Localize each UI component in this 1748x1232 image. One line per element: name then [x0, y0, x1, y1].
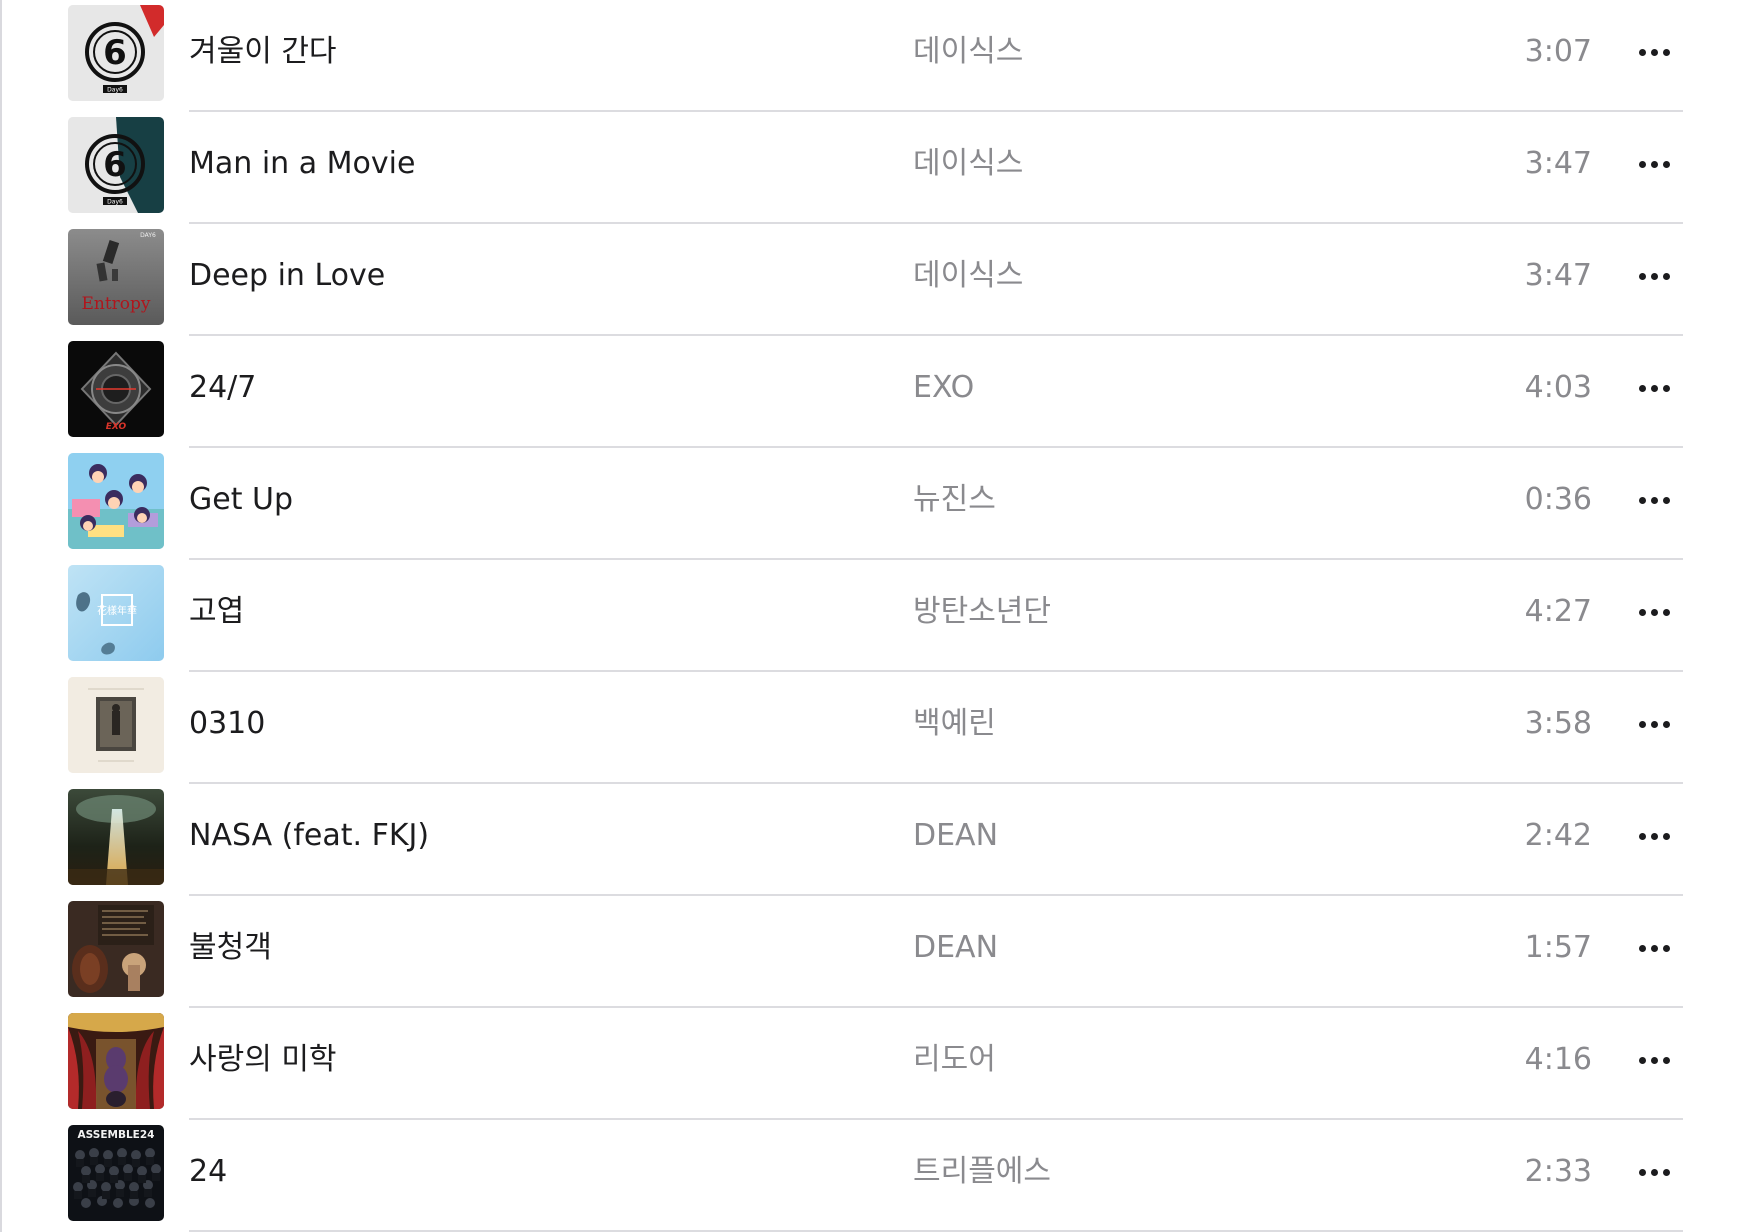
svg-text:Entropy: Entropy	[81, 294, 150, 314]
day6-album-art-icon: 6 Day6	[68, 117, 164, 213]
track-row[interactable]: 6 Day6 Man in a Movie 데이식스 3:47	[0, 112, 1748, 224]
ellipsis-icon[interactable]	[1632, 148, 1676, 180]
row-divider	[189, 670, 1683, 672]
track-row[interactable]: NASA (feat. FKJ) DEAN 2:42	[0, 784, 1748, 896]
ellipsis-icon[interactable]	[1632, 1044, 1676, 1076]
track-row[interactable]: 0310 백예린 3:58	[0, 672, 1748, 784]
ellipsis-icon[interactable]	[1632, 708, 1676, 740]
row-divider	[189, 110, 1683, 112]
window-edge	[0, 0, 2, 1232]
track-duration: 3:58	[1524, 706, 1592, 741]
row-divider	[189, 894, 1683, 896]
svg-text:EXO: EXO	[106, 422, 127, 432]
ellipsis-icon[interactable]	[1632, 484, 1676, 516]
svg-text:ASSEMBLE24: ASSEMBLE24	[78, 1129, 155, 1141]
track-artist[interactable]: 방탄소년단	[913, 594, 1051, 629]
track-row[interactable]: DAY6 Entropy Deep in Love 데이식스 3:47	[0, 224, 1748, 336]
track-duration: 2:33	[1524, 1154, 1592, 1189]
track-artist[interactable]: 데이식스	[913, 34, 1024, 69]
theater-album-art-icon	[68, 1013, 164, 1109]
row-divider	[189, 782, 1683, 784]
row-divider	[189, 1006, 1683, 1008]
track-title: Man in a Movie	[189, 146, 416, 181]
track-duration: 1:57	[1524, 930, 1592, 965]
track-duration: 3:07	[1524, 34, 1592, 69]
track-row[interactable]: 사랑의 미학 리도어 4:16	[0, 1008, 1748, 1120]
track-row[interactable]: Get Up 뉴진스 0:36	[0, 448, 1748, 560]
track-row[interactable]: EXO 24/7 EXO 4:03	[0, 336, 1748, 448]
track-artist[interactable]: 리도어	[913, 1042, 996, 1077]
entropy-album-art-icon: DAY6 Entropy	[68, 229, 164, 325]
ellipsis-icon[interactable]	[1632, 36, 1676, 68]
track-artist[interactable]: DEAN	[913, 818, 999, 853]
track-title: NASA (feat. FKJ)	[189, 818, 430, 853]
track-artist[interactable]: 트리플에스	[913, 1154, 1051, 1189]
0310-album-art-icon	[68, 677, 164, 773]
track-title: 겨울이 간다	[189, 34, 337, 69]
track-duration: 4:16	[1524, 1042, 1592, 1077]
track-row[interactable]: 花樣年華 고엽 방탄소년단 4:27	[0, 560, 1748, 672]
svg-text:6: 6	[103, 33, 127, 73]
track-artist[interactable]: DEAN	[913, 930, 999, 965]
track-title: 불청객	[189, 930, 272, 965]
track-duration: 3:47	[1524, 258, 1592, 293]
track-artist[interactable]: 데이식스	[913, 258, 1024, 293]
row-divider	[189, 446, 1683, 448]
track-title: Deep in Love	[189, 258, 386, 293]
track-duration: 4:03	[1524, 370, 1592, 405]
ellipsis-icon[interactable]	[1632, 820, 1676, 852]
svg-text:6: 6	[103, 145, 127, 185]
svg-text:花樣年華: 花樣年華	[97, 604, 137, 617]
track-title: 24	[189, 1154, 228, 1189]
track-artist[interactable]: EXO	[913, 370, 975, 405]
row-divider	[189, 222, 1683, 224]
dean-album-art-icon	[68, 901, 164, 997]
exo-album-art-icon: EXO	[68, 341, 164, 437]
track-duration: 3:47	[1524, 146, 1592, 181]
track-artist[interactable]: 뉴진스	[913, 482, 996, 517]
row-divider	[189, 558, 1683, 560]
nasa-album-art-icon	[68, 789, 164, 885]
ellipsis-icon[interactable]	[1632, 932, 1676, 964]
track-title: 고엽	[189, 594, 245, 629]
row-divider	[189, 334, 1683, 336]
track-title: Get Up	[189, 482, 294, 517]
day6-album-art-icon: 6 Day6	[68, 5, 164, 101]
track-duration: 0:36	[1524, 482, 1592, 517]
row-divider	[189, 1230, 1683, 1232]
track-artist[interactable]: 백예린	[913, 706, 996, 741]
track-title: 사랑의 미학	[189, 1042, 337, 1077]
track-title: 0310	[189, 706, 266, 741]
get-up-album-art-icon	[68, 453, 164, 549]
svg-text:Day6: Day6	[107, 199, 123, 206]
track-row[interactable]: 불청객 DEAN 1:57	[0, 896, 1748, 1008]
track-artist[interactable]: 데이식스	[913, 146, 1024, 181]
track-duration: 4:27	[1524, 594, 1592, 629]
ellipsis-icon[interactable]	[1632, 1156, 1676, 1188]
bts-album-art-icon: 花樣年華	[68, 565, 164, 661]
svg-text:Day6: Day6	[107, 87, 123, 94]
track-row[interactable]: 6 Day6 겨울이 간다 데이식스 3:07	[0, 0, 1748, 112]
row-divider	[189, 1118, 1683, 1120]
svg-text:DAY6: DAY6	[140, 232, 156, 239]
track-duration: 2:42	[1524, 818, 1592, 853]
ellipsis-icon[interactable]	[1632, 596, 1676, 628]
track-title: 24/7	[189, 370, 257, 405]
ellipsis-icon[interactable]	[1632, 372, 1676, 404]
track-row[interactable]: ASSEMBLE24	[0, 1120, 1748, 1232]
assemble24-album-art-icon: ASSEMBLE24	[68, 1125, 164, 1221]
ellipsis-icon[interactable]	[1632, 260, 1676, 292]
